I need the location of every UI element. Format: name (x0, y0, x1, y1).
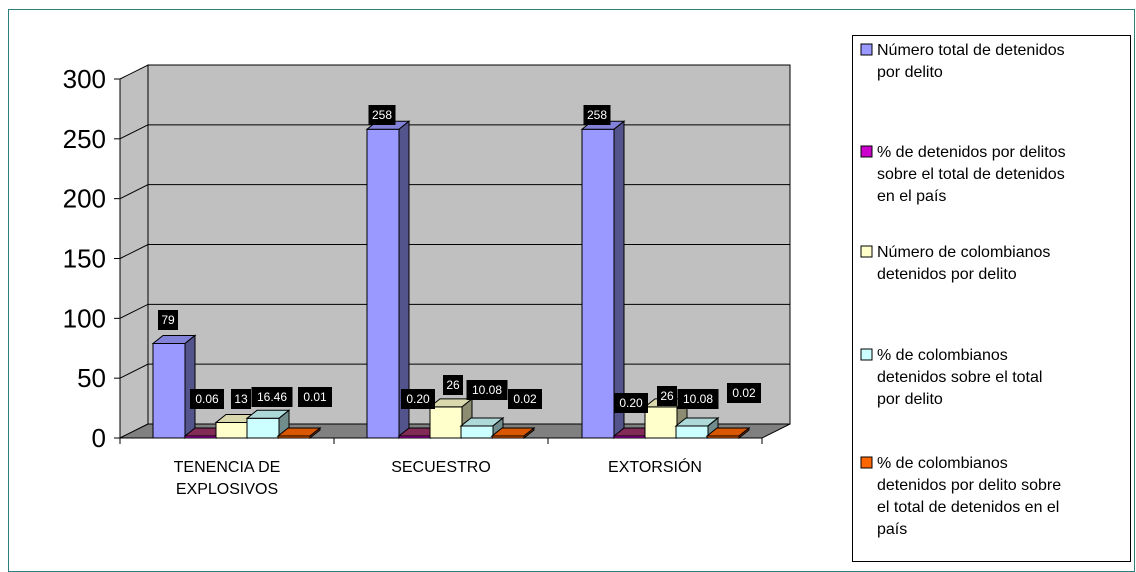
bar-front (366, 128, 400, 439)
gridline (119, 303, 790, 319)
data-label-bg (727, 383, 761, 403)
x-category-label: TENENCIA DE EXPLOSIVOS (174, 459, 281, 498)
data-label-bg (401, 389, 435, 409)
bar-side (184, 334, 196, 440)
data-label-bg (190, 389, 224, 409)
data-label: 16.46 (257, 390, 287, 404)
bar-front (215, 421, 249, 439)
data-label: 79 (161, 313, 175, 327)
bar-front (152, 342, 186, 439)
legend-swatch (860, 456, 873, 469)
gridline (119, 244, 790, 259)
bar-front (644, 406, 678, 439)
bar-side (309, 426, 321, 440)
x-category-label: EXTORSIÓN (608, 457, 702, 476)
y-tick-label: 150 (63, 244, 106, 274)
data-label-bg (298, 387, 332, 407)
legend-swatch (860, 245, 873, 258)
bar-front (675, 425, 709, 439)
x-category-label: SECUESTRO (391, 459, 491, 476)
data-label-bg (368, 105, 396, 125)
bars-group: 79 258 258 0.06 0.20 0.20 13 26 26 16.46 10.08 10.0… (151, 105, 761, 440)
data-label: 26 (660, 389, 674, 403)
bar-front (460, 425, 494, 439)
y-tick-label: 0 (92, 423, 106, 453)
data-label-bg (443, 375, 463, 395)
legend-label: % de detenidos por delitos sobre el total… (877, 144, 1066, 205)
legend-swatch (860, 348, 873, 361)
data-label-bg (614, 393, 648, 413)
y-tick-label: 300 (63, 64, 106, 94)
legend-label: % de colombianos detenidos sobre el total… (877, 347, 1042, 408)
data-label-bg (466, 380, 508, 400)
legend-box (852, 35, 1131, 562)
y-tick-label: 200 (63, 184, 106, 214)
data-label: 0.20 (619, 396, 643, 410)
bar-front (581, 128, 615, 439)
gridline (119, 184, 790, 200)
data-label: 13 (234, 392, 248, 406)
data-label-bg (251, 387, 293, 407)
data-label-bg (657, 386, 677, 406)
legend-label: % de colombianos detenidos por delito sob… (877, 455, 1061, 538)
data-label-bg (583, 105, 611, 125)
data-label: 26 (446, 378, 460, 392)
data-label-bg (231, 389, 251, 409)
legend-swatch (860, 145, 873, 158)
data-label: 10.08 (683, 392, 713, 406)
data-label-bg (508, 389, 542, 409)
y-tick-label: 250 (63, 124, 106, 154)
data-label-bg (677, 389, 719, 409)
gridline (119, 363, 790, 379)
legend-swatch (860, 43, 873, 56)
bar-side (523, 426, 535, 440)
data-label: 0.20 (406, 392, 430, 406)
data-label: 10.08 (472, 383, 502, 397)
bar-front (246, 417, 280, 439)
data-label: 0.02 (732, 386, 756, 400)
bar-front (429, 406, 463, 439)
data-label: 0.06 (195, 392, 219, 406)
data-label-bg (158, 310, 178, 330)
gridline (119, 124, 790, 140)
data-label: 0.02 (513, 392, 537, 406)
legend-label: Número de colombianos detenidos por delit… (877, 244, 1050, 283)
data-label: 258 (372, 108, 392, 122)
bar-side (613, 120, 625, 440)
legend-label: Número total de detenidos por delito (877, 42, 1065, 81)
data-label: 0.01 (303, 390, 327, 404)
bar-side (738, 426, 750, 440)
y-tick-label: 50 (77, 363, 106, 393)
data-label: 258 (587, 108, 607, 122)
y-tick-label: 100 (63, 303, 106, 333)
